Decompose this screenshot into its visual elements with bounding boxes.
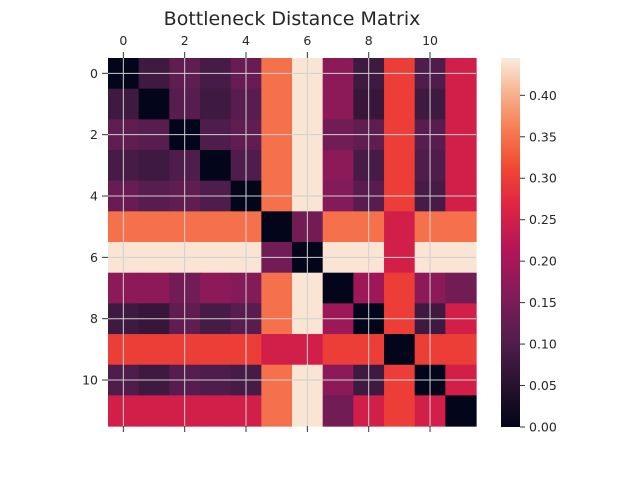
heatmap-cell-3-1 — [138, 150, 170, 182]
heatmap-cell-5-7 — [322, 211, 354, 243]
x-tick-label-0: 0 — [119, 33, 127, 48]
colorbar-gradient — [501, 58, 520, 427]
heatmap-cell-11-1 — [138, 395, 170, 427]
heatmap-cell-1-9 — [384, 88, 416, 120]
heatmap-cell-5-11 — [445, 211, 477, 243]
heatmap-cell-9-5 — [261, 334, 293, 366]
heatmap-cell-5-5 — [261, 211, 293, 243]
heatmap-cell-1-1 — [138, 88, 170, 120]
heatmap-cell-11-11 — [445, 395, 477, 427]
heatmap-cell-5-9 — [384, 211, 416, 243]
colorbar-tick-label-6: 0.30 — [529, 171, 557, 186]
heatmap-cell-1-11 — [445, 88, 477, 120]
x-tick-label-10: 10 — [422, 33, 438, 48]
heatmap-grid — [108, 58, 477, 427]
colorbar-tick-label-7: 0.35 — [529, 129, 557, 144]
x-tick-label-2: 2 — [181, 33, 189, 48]
heatmap-cell-3-7 — [322, 150, 354, 182]
heatmap-cell-5-3 — [200, 211, 232, 243]
heatmap-cell-5-1 — [138, 211, 170, 243]
heatmap-cell-11-7 — [322, 395, 354, 427]
heatmap-cell-9-7 — [322, 334, 354, 366]
heatmap-cell-11-5 — [261, 395, 293, 427]
colorbar-tick-label-0: 0.00 — [529, 420, 557, 435]
heatmap-cell-9-9 — [384, 334, 416, 366]
heatmap-cell-9-3 — [200, 334, 232, 366]
colorbar: 0.00 0.05 0.10 0.15 0.20 0.25 0.30 0.35 0.40 — [501, 58, 557, 435]
y-tick-label-4: 4 — [90, 189, 98, 204]
y-tick-label-2: 2 — [90, 127, 98, 142]
heatmap-cell-7-9 — [384, 272, 416, 304]
heatmap-cell-11-9 — [384, 395, 416, 427]
y-tick-label-10: 10 — [82, 373, 98, 388]
heatmap-cell-11-3 — [200, 395, 232, 427]
heatmap-cell-1-3 — [200, 88, 232, 120]
heatmap-cell-7-3 — [200, 272, 232, 304]
y-tick-label-8: 8 — [90, 311, 98, 326]
x-axis: 0 2 4 6 8 10 — [119, 33, 438, 433]
y-tick-label-6: 6 — [90, 250, 98, 265]
x-tick-label-8: 8 — [365, 33, 373, 48]
heatmap-cell-9-11 — [445, 334, 477, 366]
heatmap-cells — [108, 58, 477, 427]
y-tick-label-0: 0 — [90, 66, 98, 81]
heatmap-cell-3-5 — [261, 150, 293, 182]
colorbar-tick-label-1: 0.05 — [529, 378, 557, 393]
colorbar-tick-label-3: 0.15 — [529, 295, 557, 310]
x-tick-label-4: 4 — [242, 33, 250, 48]
y-axis: 0 2 4 6 8 10 — [82, 66, 108, 388]
x-tick-label-6: 6 — [303, 33, 311, 48]
heatmap-cell-1-7 — [322, 88, 354, 120]
heatmap-cell-3-3 — [200, 150, 232, 182]
heatmap-cell-3-9 — [384, 150, 416, 182]
heatmap-cell-9-1 — [138, 334, 170, 366]
chart-title: Bottleneck Distance Matrix — [164, 8, 421, 30]
heatmap-cell-7-11 — [445, 272, 477, 304]
colorbar-tick-label-8: 0.40 — [529, 88, 557, 103]
colorbar-tick-label-5: 0.25 — [529, 212, 557, 227]
colorbar-tick-label-4: 0.20 — [529, 254, 557, 269]
heatmap-cell-7-1 — [138, 272, 170, 304]
colorbar-tick-label-2: 0.10 — [529, 337, 557, 352]
heatmap-cell-3-11 — [445, 150, 477, 182]
heatmap-cell-7-7 — [322, 272, 354, 304]
heatmap-cell-7-5 — [261, 272, 293, 304]
heatmap-cell-1-5 — [261, 88, 293, 120]
